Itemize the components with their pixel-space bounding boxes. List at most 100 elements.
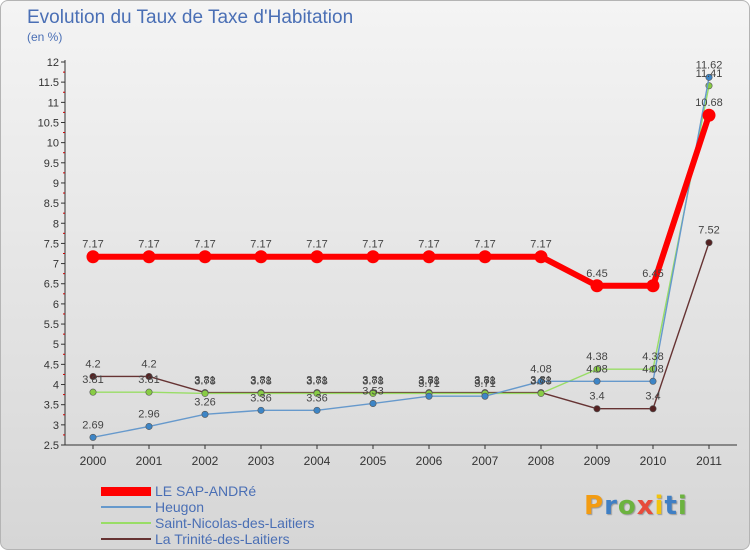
x-tick-label: 2006 [416, 454, 443, 468]
data-label: 3.78 [194, 375, 215, 387]
data-label: 3.81 [138, 374, 159, 386]
data-label: 7.17 [194, 239, 215, 251]
data-label: 7.17 [82, 239, 103, 251]
data-point [254, 250, 268, 264]
logo-letter: i [677, 491, 688, 521]
x-tick-label: 2009 [584, 454, 611, 468]
legend-item: LE SAP-ANDRé [101, 483, 315, 499]
data-label: 4.38 [586, 351, 607, 363]
data-label: 3.81 [194, 375, 215, 387]
data-point [198, 250, 212, 264]
x-tick-label: 2001 [136, 454, 163, 468]
x-tick-label: 2008 [528, 454, 555, 468]
x-tick-label: 2007 [472, 454, 499, 468]
data-label: 3.81 [250, 375, 271, 387]
y-tick-label: 6 [53, 299, 59, 311]
data-label: 7.17 [138, 239, 159, 251]
data-point [705, 239, 713, 247]
data-point [89, 388, 97, 396]
series-line [93, 114, 712, 289]
data-label: 2.69 [82, 419, 103, 431]
data-label: 3.81 [82, 374, 103, 386]
x-tick-label: 2011 [696, 454, 722, 468]
data-point [313, 389, 321, 397]
x-tick-label: 2004 [304, 454, 331, 468]
data-point [145, 388, 153, 396]
x-tick-label: 2003 [248, 454, 275, 468]
data-point [422, 250, 436, 264]
x-tick-label: 2005 [360, 454, 387, 468]
logo-letter: P [584, 491, 605, 521]
data-label: 4.08 [642, 363, 663, 375]
data-point [481, 392, 489, 400]
data-point [646, 279, 660, 293]
data-label: 3.53 [362, 385, 383, 397]
data-point [593, 365, 601, 373]
data-point [145, 372, 153, 380]
data-label: 3.36 [306, 392, 327, 404]
y-tick-label: 6.5 [44, 279, 59, 291]
data-label: 3.36 [250, 392, 271, 404]
data-label: 11.41 [696, 68, 723, 80]
data-point [310, 250, 324, 264]
data-label: 7.17 [362, 239, 383, 251]
data-label: 4.38 [642, 351, 663, 363]
y-tick-label: 3.5 [44, 400, 59, 412]
data-label: 3.71 [418, 378, 439, 390]
legend-label: Heugon [155, 499, 205, 515]
data-point [257, 406, 265, 414]
data-point [89, 372, 97, 380]
legend-swatch-la-trinite [101, 538, 151, 540]
data-point [478, 250, 492, 264]
data-point [425, 392, 433, 400]
data-point [590, 279, 604, 293]
series-line [93, 242, 710, 410]
data-point [369, 399, 377, 407]
data-label: 3.78 [474, 375, 495, 387]
x-tick-label: 2000 [80, 454, 107, 468]
data-point [649, 405, 657, 413]
series-line [93, 85, 710, 395]
y-tick-label: 4 [53, 380, 59, 392]
data-point [593, 377, 601, 385]
legend-label: LE SAP-ANDRé [155, 483, 257, 499]
data-point [257, 389, 265, 397]
y-tick-label: 9.5 [44, 158, 59, 170]
y-tick-label: 11.5 [38, 77, 59, 89]
legend-swatch-saint-nicolas [101, 522, 151, 524]
data-label: 3.78 [362, 375, 383, 387]
y-tick-label: 5.5 [44, 319, 59, 331]
data-label: 6.45 [642, 268, 663, 280]
logo-letter: r [604, 491, 618, 521]
y-tick-label: 10 [47, 138, 59, 150]
legend-item: Heugon [101, 499, 315, 515]
proxiti-logo: Proxiti [584, 491, 688, 521]
data-label: 3.78 [418, 375, 439, 387]
chart-title: Evolution du Taux de Taxe d'Habitation [27, 7, 354, 28]
data-point [142, 250, 156, 264]
data-point [145, 422, 153, 430]
data-label: 4.08 [586, 363, 607, 375]
y-tick-label: 11 [48, 97, 59, 109]
legend: LE SAP-ANDRé Heugon Saint-Nicolas-des-La… [101, 483, 315, 547]
data-point [537, 377, 545, 385]
legend-label: Saint-Nicolas-des-Laitiers [155, 515, 315, 531]
data-label: 3.71 [474, 378, 495, 390]
data-point [649, 377, 657, 385]
data-label: 6.45 [586, 268, 607, 280]
y-tick-label: 8.5 [44, 198, 59, 210]
data-label: 3.81 [474, 375, 495, 387]
x-tick-label: 2010 [640, 454, 667, 468]
data-point [537, 389, 545, 397]
series-line [92, 77, 710, 439]
data-label: 7.17 [418, 239, 439, 251]
data-label: 3.26 [194, 396, 215, 408]
data-label: 7.17 [306, 239, 327, 251]
chart-subtitle: (en %) [27, 30, 63, 44]
y-tick-label: 5 [53, 339, 59, 351]
data-label: 3.81 [362, 375, 383, 387]
data-point [534, 250, 548, 264]
data-point [86, 250, 100, 264]
